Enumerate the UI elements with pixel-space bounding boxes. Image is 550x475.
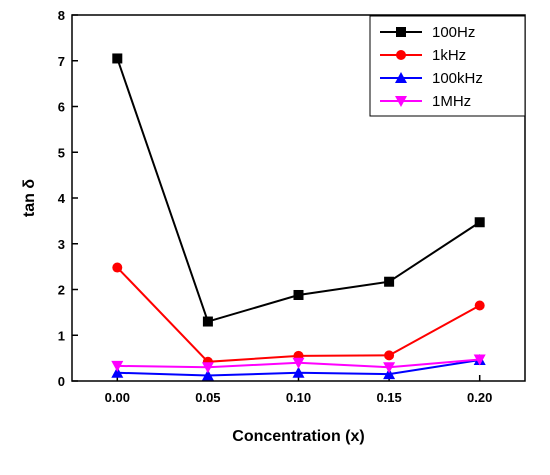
- data-point-100hz: [293, 289, 304, 300]
- x-tick-label: 0.05: [195, 390, 220, 405]
- x-axis-ticks: 0.00 0.05 0.10 0.15 0.20: [105, 375, 492, 405]
- data-point-1khz: [474, 300, 485, 311]
- y-axis-ticks: 0 1 2 3 4 5 6 7 8: [58, 8, 78, 389]
- data-point-1khz: [384, 350, 395, 361]
- legend-marker-100hz: [396, 27, 406, 37]
- y-tick-label: 0: [58, 374, 65, 389]
- data-point-1mhz: [111, 360, 124, 372]
- legend-label-1mhz: 1MHz: [432, 93, 471, 110]
- data-point-1mhz: [473, 354, 486, 366]
- y-axis-title: tan δ: [21, 179, 38, 217]
- y-tick-label: 1: [58, 328, 65, 343]
- data-point-100khz: [383, 368, 396, 380]
- y-tick-label: 2: [58, 283, 65, 298]
- legend: 100Hz 1kHz 100kHz 1MHz: [369, 15, 526, 117]
- legend-marker-1khz: [396, 50, 406, 60]
- data-point-100hz: [202, 316, 213, 327]
- y-tick-label: 7: [58, 54, 65, 69]
- x-tick-label: 0.10: [286, 390, 311, 405]
- data-point-100khz: [111, 366, 124, 378]
- data-point-100hz: [474, 217, 485, 228]
- y-tick-label: 8: [58, 8, 65, 23]
- data-point-1khz: [112, 262, 123, 273]
- y-tick-label: 4: [58, 191, 66, 206]
- y-tick-label: 6: [58, 100, 65, 115]
- y-tick-label: 3: [58, 237, 65, 252]
- y-tick-label: 5: [58, 145, 65, 160]
- data-point-100khz: [292, 366, 305, 378]
- data-point-100khz: [201, 369, 214, 381]
- legend-marker-100khz: [395, 72, 407, 83]
- data-point-100hz: [112, 53, 123, 64]
- x-tick-label: 0.15: [376, 390, 401, 405]
- data-point-1mhz: [201, 362, 214, 374]
- x-axis-title: Concentration (x): [232, 428, 364, 445]
- x-tick-label: 0.00: [105, 390, 130, 405]
- data-point-1mhz: [383, 362, 396, 374]
- series-layer: [111, 53, 486, 381]
- legend-label-1khz: 1kHz: [432, 47, 466, 64]
- x-tick-label: 0.20: [467, 390, 492, 405]
- data-point-1mhz: [292, 357, 305, 369]
- legend-label-100hz: 100Hz: [432, 24, 475, 41]
- legend-label-100khz: 100kHz: [432, 70, 483, 87]
- plot-frame: [71, 14, 526, 382]
- data-point-100hz: [384, 276, 395, 287]
- legend-marker-1mhz: [395, 96, 407, 107]
